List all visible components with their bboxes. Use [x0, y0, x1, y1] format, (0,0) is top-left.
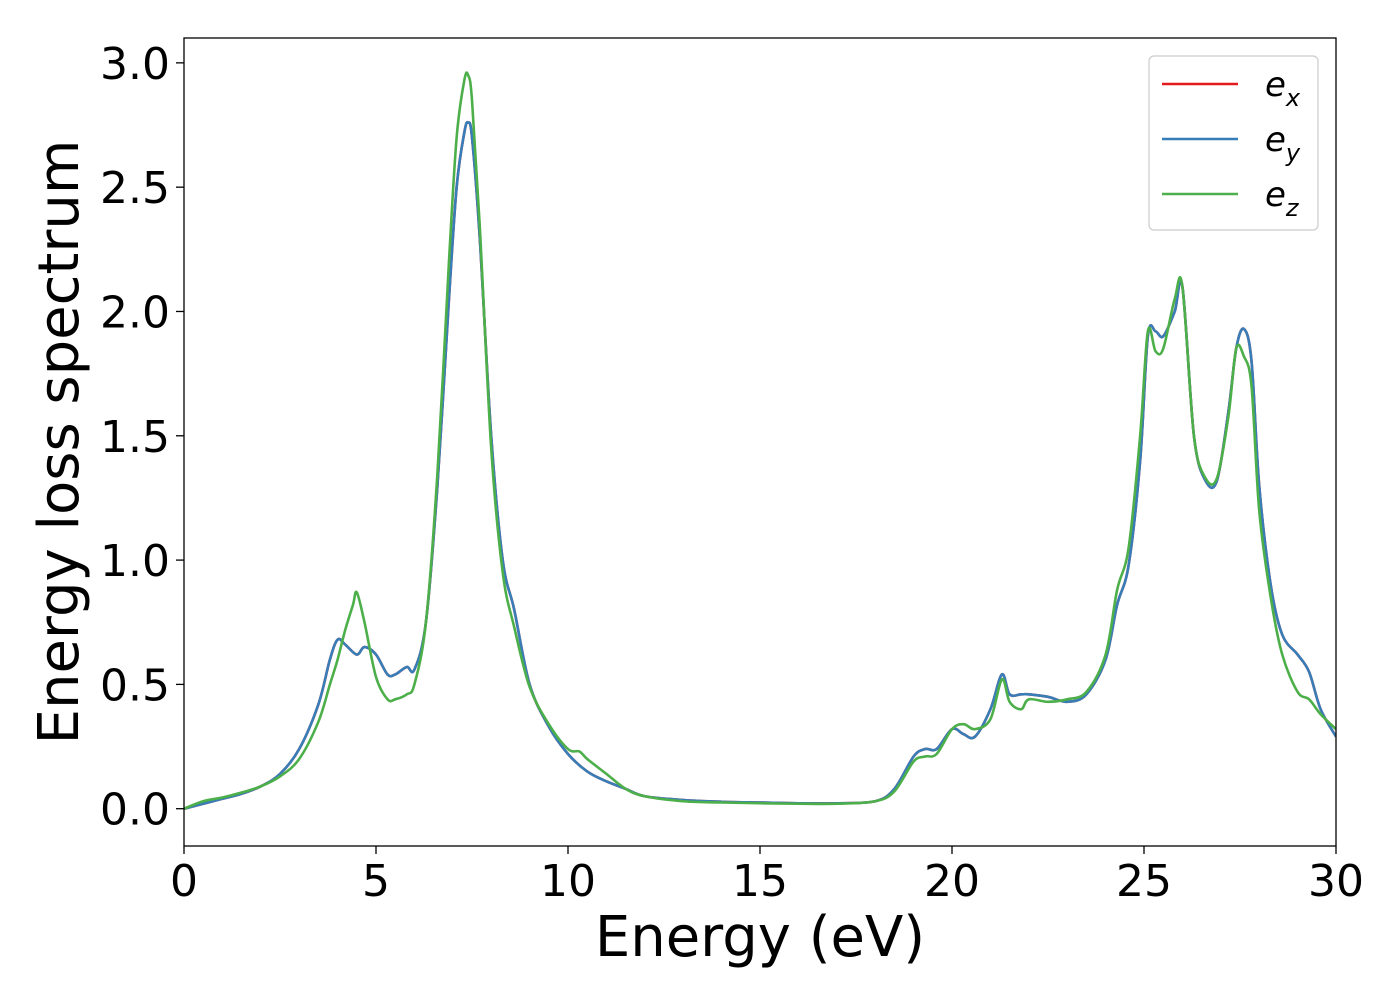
- legend-label-subscript: z: [1285, 194, 1300, 222]
- x-tick-label: 0: [170, 856, 198, 907]
- x-axis-title: Energy (eV): [595, 905, 925, 970]
- y-tick-label: 2.0: [100, 287, 170, 338]
- series-line-ez: [184, 71, 1336, 810]
- x-tick-label: 15: [732, 856, 788, 907]
- legend-label-subscript: y: [1285, 139, 1301, 167]
- legend-label-base: e: [1265, 65, 1286, 105]
- legend-label-ex: ex: [1265, 65, 1301, 112]
- y-axis-title: Energy loss spectrum: [27, 140, 92, 745]
- legend-label-subscript: x: [1285, 84, 1301, 112]
- y-axis-ticks: 0.0 0.5 1.0 1.5 2.0 2.5 3.0: [100, 39, 184, 836]
- legend-label-ez: ez: [1265, 175, 1300, 222]
- y-tick-label: 0.5: [100, 660, 170, 711]
- x-axis-ticks: 0 5 10 15 20 25 30: [170, 846, 1364, 907]
- x-tick-label: 10: [540, 856, 596, 907]
- y-tick-label: 3.0: [100, 39, 170, 90]
- legend-label-base: e: [1265, 175, 1286, 215]
- y-tick-label: 1.0: [100, 536, 170, 587]
- x-tick-label: 5: [362, 856, 390, 907]
- y-tick-label: 0.0: [100, 785, 170, 836]
- x-tick-label: 30: [1308, 856, 1364, 907]
- y-tick-label: 2.5: [100, 163, 170, 214]
- x-tick-label: 20: [924, 856, 980, 907]
- y-tick-label: 1.5: [100, 412, 170, 463]
- plot-frame: [183, 37, 1337, 847]
- legend-box: [1148, 55, 1319, 231]
- x-tick-label: 25: [1116, 856, 1172, 907]
- series-layer: [184, 71, 1336, 810]
- legend-label-ey: ey: [1265, 120, 1301, 167]
- legend-label-base: e: [1265, 120, 1286, 160]
